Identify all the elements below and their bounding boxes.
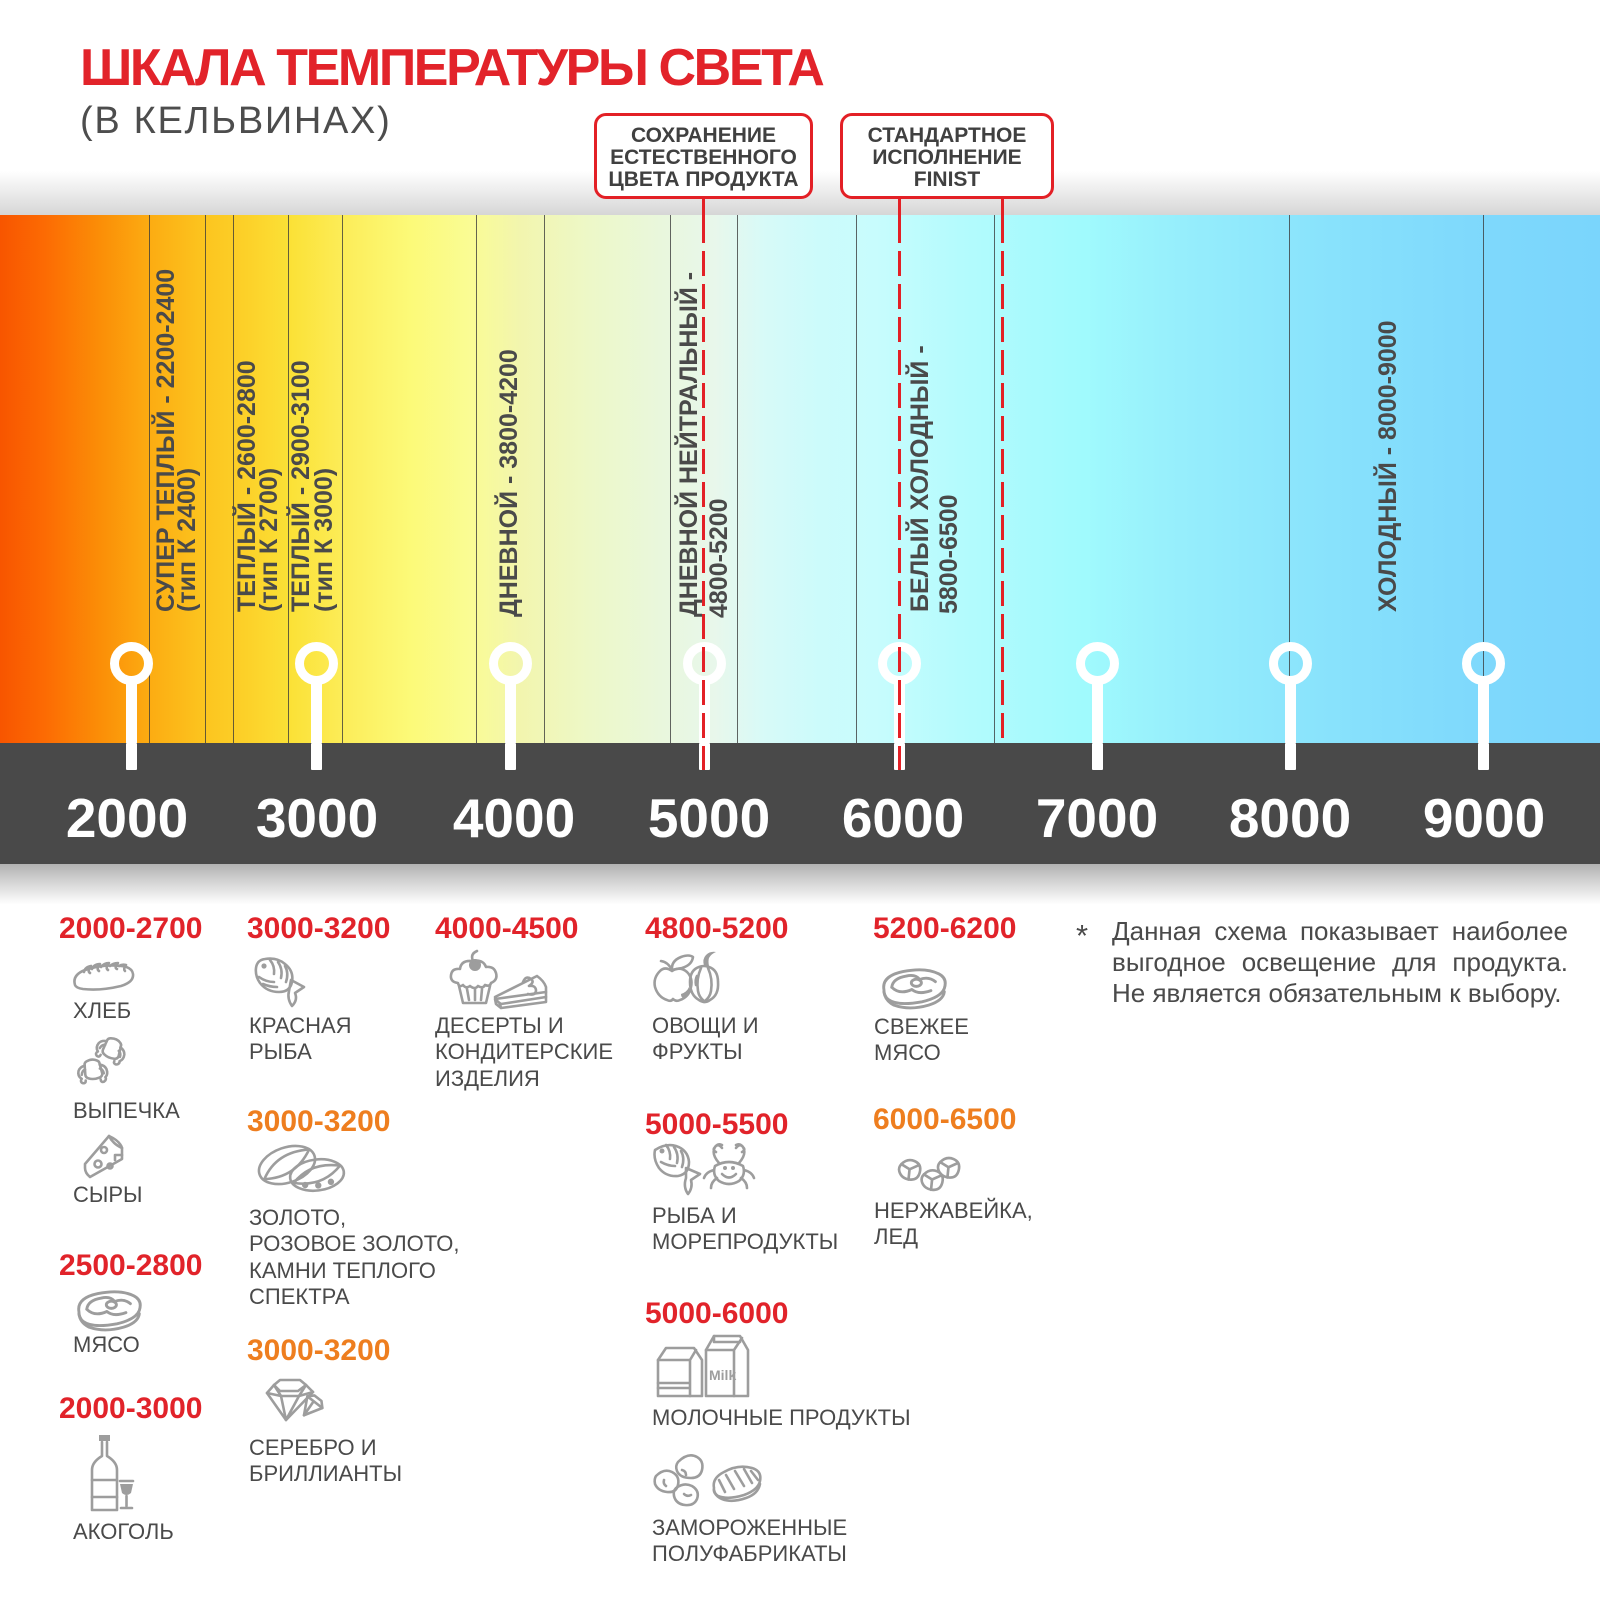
svg-text:Milk: Milk [709,1367,736,1383]
